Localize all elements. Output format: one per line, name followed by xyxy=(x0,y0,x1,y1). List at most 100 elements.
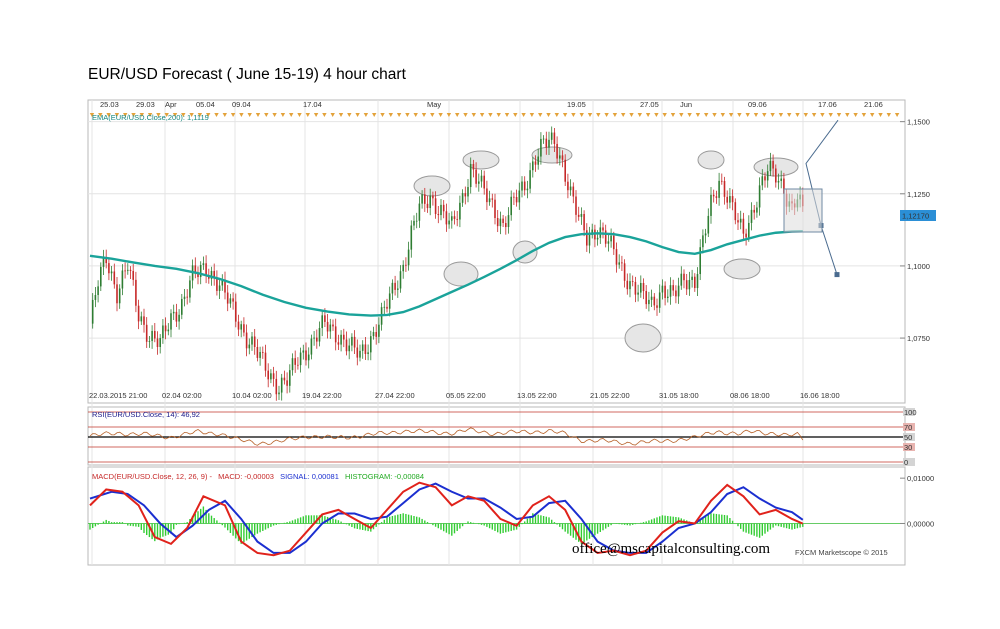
candle-body xyxy=(424,194,426,204)
candle-body xyxy=(677,285,680,297)
date-marker xyxy=(413,113,418,117)
candle-body xyxy=(221,279,224,286)
candle-body xyxy=(256,346,259,358)
candle-body xyxy=(199,264,202,278)
candle-body xyxy=(262,352,264,353)
candle-body xyxy=(164,325,167,332)
candle-body xyxy=(353,336,356,348)
top-date-label: 17.06 xyxy=(818,100,837,109)
candle-body xyxy=(513,196,515,198)
candle-body xyxy=(216,278,218,291)
candle-body xyxy=(340,334,342,345)
candle-body xyxy=(145,324,148,342)
candle-body xyxy=(326,321,329,332)
candle-body xyxy=(702,235,704,248)
candle-body xyxy=(318,328,321,342)
candle-body xyxy=(367,352,369,355)
candle-body xyxy=(394,282,396,290)
candle-body xyxy=(496,218,499,227)
candle-body xyxy=(556,143,558,159)
date-marker xyxy=(98,113,103,117)
candle-body xyxy=(102,257,105,267)
date-marker xyxy=(521,113,526,117)
candle-body xyxy=(604,230,607,244)
candle-body xyxy=(226,292,229,304)
candle-body xyxy=(283,377,286,381)
candle-body xyxy=(121,270,124,289)
candle-body xyxy=(197,273,199,278)
date-marker xyxy=(330,113,335,117)
page-title: EUR/USD Forecast ( June 15-19) 4 hour ch… xyxy=(88,66,406,83)
candle-body xyxy=(491,198,494,200)
candle-body xyxy=(707,215,710,234)
candle-body xyxy=(610,235,612,242)
last-price-label: 1,12170 xyxy=(902,212,929,221)
candle-body xyxy=(718,180,720,198)
date-marker xyxy=(745,113,750,117)
date-marker xyxy=(264,113,269,117)
x-tick-label: 19.04 22:00 xyxy=(302,391,342,400)
candle-body xyxy=(502,218,504,224)
date-marker xyxy=(612,113,618,117)
candle-body xyxy=(243,324,245,333)
candle-body xyxy=(386,306,388,309)
date-marker xyxy=(280,113,286,117)
candle-body xyxy=(388,293,391,309)
candle-body xyxy=(658,292,661,308)
candle-body xyxy=(613,235,615,250)
candle-body xyxy=(461,193,464,203)
candle-body xyxy=(229,298,232,304)
candle-body xyxy=(583,213,585,231)
projection-box xyxy=(783,188,823,233)
date-marker xyxy=(870,113,875,117)
x-tick-label: 16.06 18:00 xyxy=(800,391,840,400)
annotation-ellipse xyxy=(462,150,500,170)
rsi-tick-badge xyxy=(903,458,915,466)
candle-body xyxy=(607,241,610,244)
date-marker xyxy=(787,113,792,117)
date-marker xyxy=(587,113,593,117)
candle-body xyxy=(588,234,591,246)
date-marker xyxy=(372,113,377,117)
date-marker xyxy=(197,113,203,117)
candle-body xyxy=(664,285,666,298)
macd-indicator-label: MACD(EUR/USD.Close, 12, 26, 9) - MACD: -… xyxy=(92,472,424,481)
candle-body xyxy=(526,188,529,191)
date-marker xyxy=(463,113,468,117)
candle-body xyxy=(521,181,523,191)
candle-body xyxy=(370,336,372,353)
rsi-tick-label: 100 xyxy=(904,408,917,417)
top-date-label: 27.05 xyxy=(640,100,659,109)
ema-indicator-label: EMA(EUR/USD.Close,200): 1,1119 xyxy=(92,113,209,122)
date-marker xyxy=(123,113,128,117)
candle-body xyxy=(750,209,753,223)
candle-body xyxy=(172,311,175,314)
candle-body xyxy=(696,274,699,289)
date-marker xyxy=(571,113,576,117)
contact-email[interactable]: office@mscapitalconsulting.com xyxy=(572,541,771,557)
candle-body xyxy=(407,249,410,266)
rsi-indicator-label: RSI(EUR/USD.Close, 14): 46,92 xyxy=(92,410,200,419)
candle-body xyxy=(637,292,639,295)
candle-body xyxy=(151,330,153,341)
macd-tick-label: 0,00000 xyxy=(907,519,934,528)
date-marker xyxy=(894,113,900,117)
date-marker xyxy=(479,113,485,117)
candle-body xyxy=(178,314,180,322)
x-tick-label: 08.06 18:00 xyxy=(730,391,770,400)
candle-body xyxy=(345,339,348,352)
top-date-label: 05.04 xyxy=(196,100,215,109)
platform-credit: FXCM Marketscope © 2015 xyxy=(795,548,888,557)
candle-body xyxy=(575,196,577,215)
candle-body xyxy=(586,230,588,246)
projection-point xyxy=(834,272,840,278)
date-marker xyxy=(396,113,402,117)
annotation-ellipses xyxy=(413,146,799,353)
candle-body xyxy=(248,344,251,349)
candle-body xyxy=(483,175,485,189)
candle-body xyxy=(545,138,548,148)
candle-body xyxy=(245,332,248,349)
date-marker xyxy=(795,113,800,117)
date-marker xyxy=(728,113,734,117)
top-date-label: 19.05 xyxy=(567,100,586,109)
